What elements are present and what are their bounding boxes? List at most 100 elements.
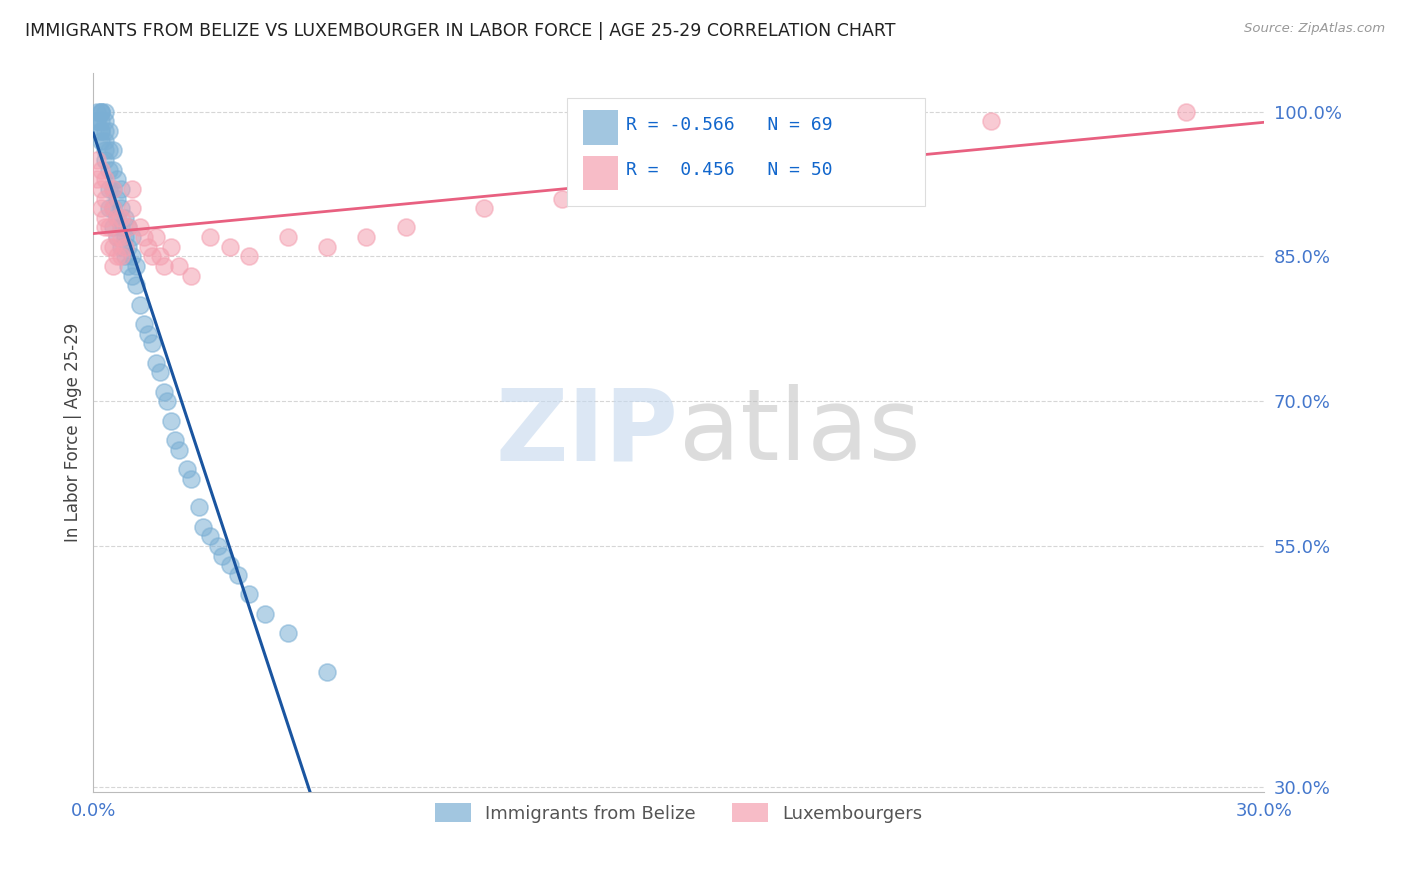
Point (110, 220, 132, 235)
Point (114, 249, 136, 263)
Point (121, 249, 143, 263)
Point (101, 201, 124, 215)
Point (86, 153, 108, 167)
Point (97, 143, 120, 157)
Point (90, 162, 112, 177)
Point (253, 607, 276, 621)
Point (97, 182, 120, 196)
Point (105, 172, 128, 186)
Text: ZIP: ZIP (496, 384, 679, 481)
Point (86, 104, 108, 119)
Point (117, 240, 139, 254)
Point (86, 114, 108, 128)
Point (160, 240, 183, 254)
Point (105, 192, 128, 206)
Point (180, 471, 202, 485)
Point (211, 549, 233, 563)
Point (136, 326, 159, 341)
Point (129, 220, 152, 235)
Point (219, 240, 242, 254)
Point (187, 500, 209, 515)
Point (94, 124, 117, 138)
Point (90, 104, 112, 119)
Point (207, 539, 229, 553)
Point (97, 201, 120, 215)
Point (149, 249, 172, 263)
Point (238, 587, 260, 601)
Point (94, 143, 117, 157)
Point (97, 162, 120, 177)
Point (191, 520, 214, 534)
Point (101, 259, 124, 273)
Point (97, 220, 120, 235)
Point (110, 240, 132, 254)
Point (90, 104, 112, 119)
Point (121, 201, 143, 215)
Point (97, 124, 120, 138)
Point (152, 259, 174, 273)
Point (394, 220, 416, 235)
Point (277, 626, 299, 640)
Point (316, 240, 339, 254)
FancyBboxPatch shape (582, 156, 617, 190)
Point (277, 230, 299, 244)
Point (97, 240, 120, 254)
Point (125, 278, 148, 293)
Point (125, 259, 148, 273)
Text: atlas: atlas (679, 384, 921, 481)
Point (200, 529, 222, 543)
Point (238, 249, 260, 263)
Point (94, 134, 117, 148)
Point (90, 124, 112, 138)
Point (121, 182, 143, 196)
Text: Source: ZipAtlas.com: Source: ZipAtlas.com (1244, 22, 1385, 36)
Point (706, 162, 728, 177)
FancyBboxPatch shape (582, 111, 617, 145)
Point (94, 220, 117, 235)
Point (980, 114, 1002, 128)
Point (90, 134, 112, 148)
Point (145, 230, 167, 244)
Point (94, 172, 117, 186)
Point (121, 268, 143, 283)
Point (110, 249, 132, 263)
Point (101, 201, 124, 215)
Point (129, 298, 152, 312)
Point (117, 220, 139, 235)
Point (86, 172, 108, 186)
Point (94, 114, 117, 128)
Point (1175, 104, 1198, 119)
Point (105, 211, 128, 225)
Point (167, 259, 190, 273)
Point (628, 182, 651, 196)
Point (90, 182, 112, 196)
Point (105, 249, 128, 263)
Point (141, 249, 163, 263)
Point (550, 192, 572, 206)
Point (101, 182, 124, 196)
Point (156, 394, 179, 409)
Point (114, 230, 136, 244)
Legend: Immigrants from Belize, Luxembourgers: Immigrants from Belize, Luxembourgers (427, 797, 929, 830)
Point (117, 220, 139, 235)
Point (862, 134, 884, 148)
Point (101, 220, 124, 235)
Point (94, 153, 117, 167)
Text: IMMIGRANTS FROM BELIZE VS LUXEMBOURGER IN LABOR FORCE | AGE 25-29 CORRELATION CH: IMMIGRANTS FROM BELIZE VS LUXEMBOURGER I… (25, 22, 896, 40)
Point (165, 433, 187, 447)
Point (785, 153, 807, 167)
Point (132, 230, 155, 244)
Point (110, 230, 132, 244)
Point (160, 414, 183, 428)
Point (219, 558, 242, 573)
Point (167, 442, 190, 457)
FancyBboxPatch shape (568, 98, 925, 206)
Point (180, 268, 202, 283)
Point (149, 365, 172, 379)
Point (101, 162, 124, 177)
Y-axis label: In Labor Force | Age 25-29: In Labor Force | Age 25-29 (65, 323, 82, 542)
Point (94, 192, 117, 206)
Point (114, 211, 136, 225)
Point (152, 384, 174, 399)
Point (200, 230, 222, 244)
